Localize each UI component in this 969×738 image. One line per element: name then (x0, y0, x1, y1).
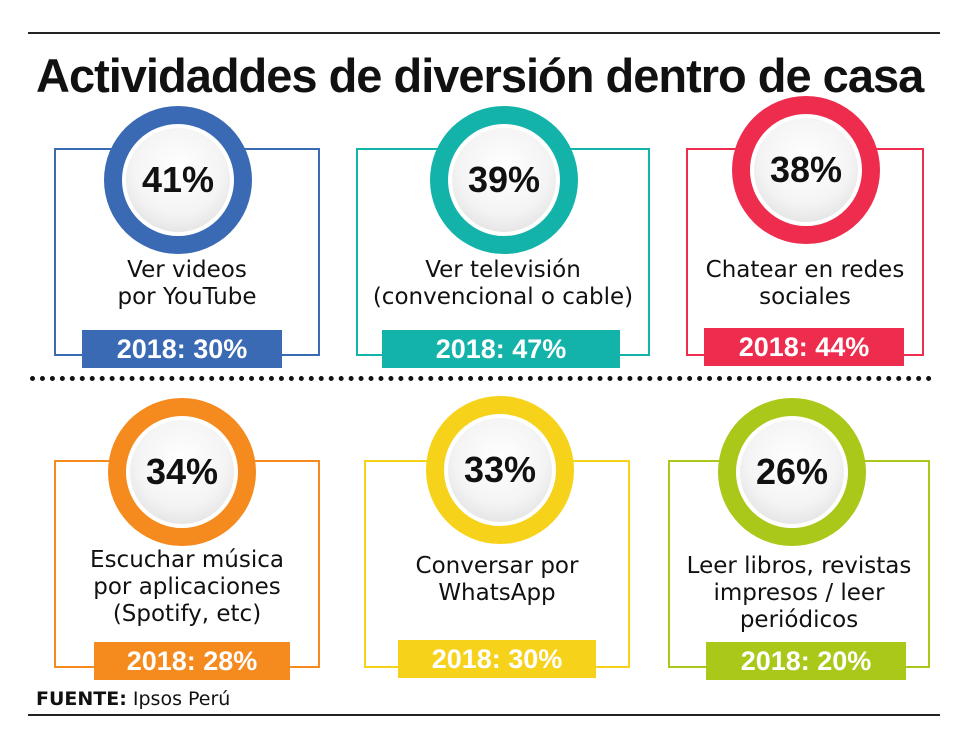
source-value: Ipsos Perú (132, 688, 231, 710)
badge-2018: 2018: 28% (94, 642, 290, 680)
circle-youtube: 41% (104, 106, 252, 254)
badge-2018: 2018: 47% (382, 330, 620, 368)
circle-musica: 34% (108, 398, 256, 546)
activity-label: Conversar por WhatsApp (415, 553, 579, 606)
badge-2018: 2018: 44% (704, 328, 904, 366)
activity-label: Leer libros, revistas impresos / leer pe… (686, 553, 912, 633)
percent-value: 34% (145, 451, 219, 492)
activity-label: Ver videos por YouTube (117, 257, 257, 310)
top-rule (28, 32, 940, 34)
percent-value: 39% (467, 159, 541, 200)
badge-2018: 2018: 30% (398, 640, 596, 678)
chart-title: Actividaddes de diversión dentro de casa (36, 49, 924, 102)
circle-lectura: 26% (718, 398, 866, 546)
percent-value: 26% (755, 451, 829, 492)
percent-value: 38% (769, 149, 843, 190)
activity-label: Ver televisión (convencional o cable) (372, 257, 634, 310)
circle-redes-sociales: 38% (732, 96, 880, 244)
badge-2018: 2018: 20% (706, 642, 906, 680)
percent-value: 41% (141, 159, 215, 200)
source-note: FUENTE: Ipsos Perú (36, 688, 230, 710)
activity-label: Chatear en redes sociales (705, 257, 905, 310)
circle-television: 39% (430, 106, 578, 254)
activity-label: Escuchar música por aplicaciones (Spotif… (90, 547, 284, 627)
percent-value: 33% (463, 449, 537, 490)
bottom-rule (28, 714, 940, 716)
badge-2018: 2018: 30% (82, 330, 282, 368)
dotted-divider (30, 376, 932, 381)
source-label: FUENTE: (36, 688, 127, 710)
circle-whatsapp: 33% (426, 396, 574, 544)
